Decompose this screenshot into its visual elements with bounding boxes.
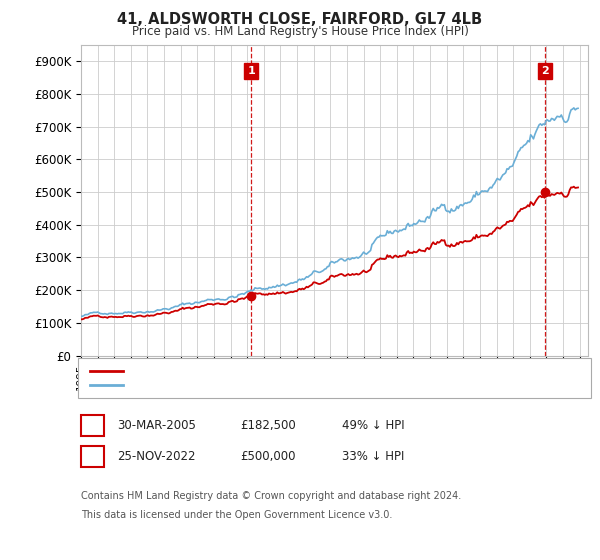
Text: Price paid vs. HM Land Registry's House Price Index (HPI): Price paid vs. HM Land Registry's House …: [131, 25, 469, 38]
Text: Contains HM Land Registry data © Crown copyright and database right 2024.: Contains HM Land Registry data © Crown c…: [81, 491, 461, 501]
Text: 2: 2: [88, 450, 97, 463]
Text: 1: 1: [247, 66, 255, 76]
Text: 41, ALDSWORTH CLOSE, FAIRFORD, GL7 4LB: 41, ALDSWORTH CLOSE, FAIRFORD, GL7 4LB: [118, 12, 482, 27]
Text: 30-MAR-2005: 30-MAR-2005: [117, 419, 196, 432]
Text: 2: 2: [541, 66, 548, 76]
Text: 49% ↓ HPI: 49% ↓ HPI: [342, 419, 404, 432]
Text: HPI: Average price, detached house, Cotswold: HPI: Average price, detached house, Cots…: [129, 380, 386, 390]
Text: 1: 1: [88, 419, 97, 432]
Text: £182,500: £182,500: [240, 419, 296, 432]
Text: This data is licensed under the Open Government Licence v3.0.: This data is licensed under the Open Gov…: [81, 510, 392, 520]
Text: 33% ↓ HPI: 33% ↓ HPI: [342, 450, 404, 463]
Text: 25-NOV-2022: 25-NOV-2022: [117, 450, 196, 463]
Text: £500,000: £500,000: [240, 450, 296, 463]
Text: 41, ALDSWORTH CLOSE, FAIRFORD, GL7 4LB (detached house): 41, ALDSWORTH CLOSE, FAIRFORD, GL7 4LB (…: [129, 366, 479, 376]
